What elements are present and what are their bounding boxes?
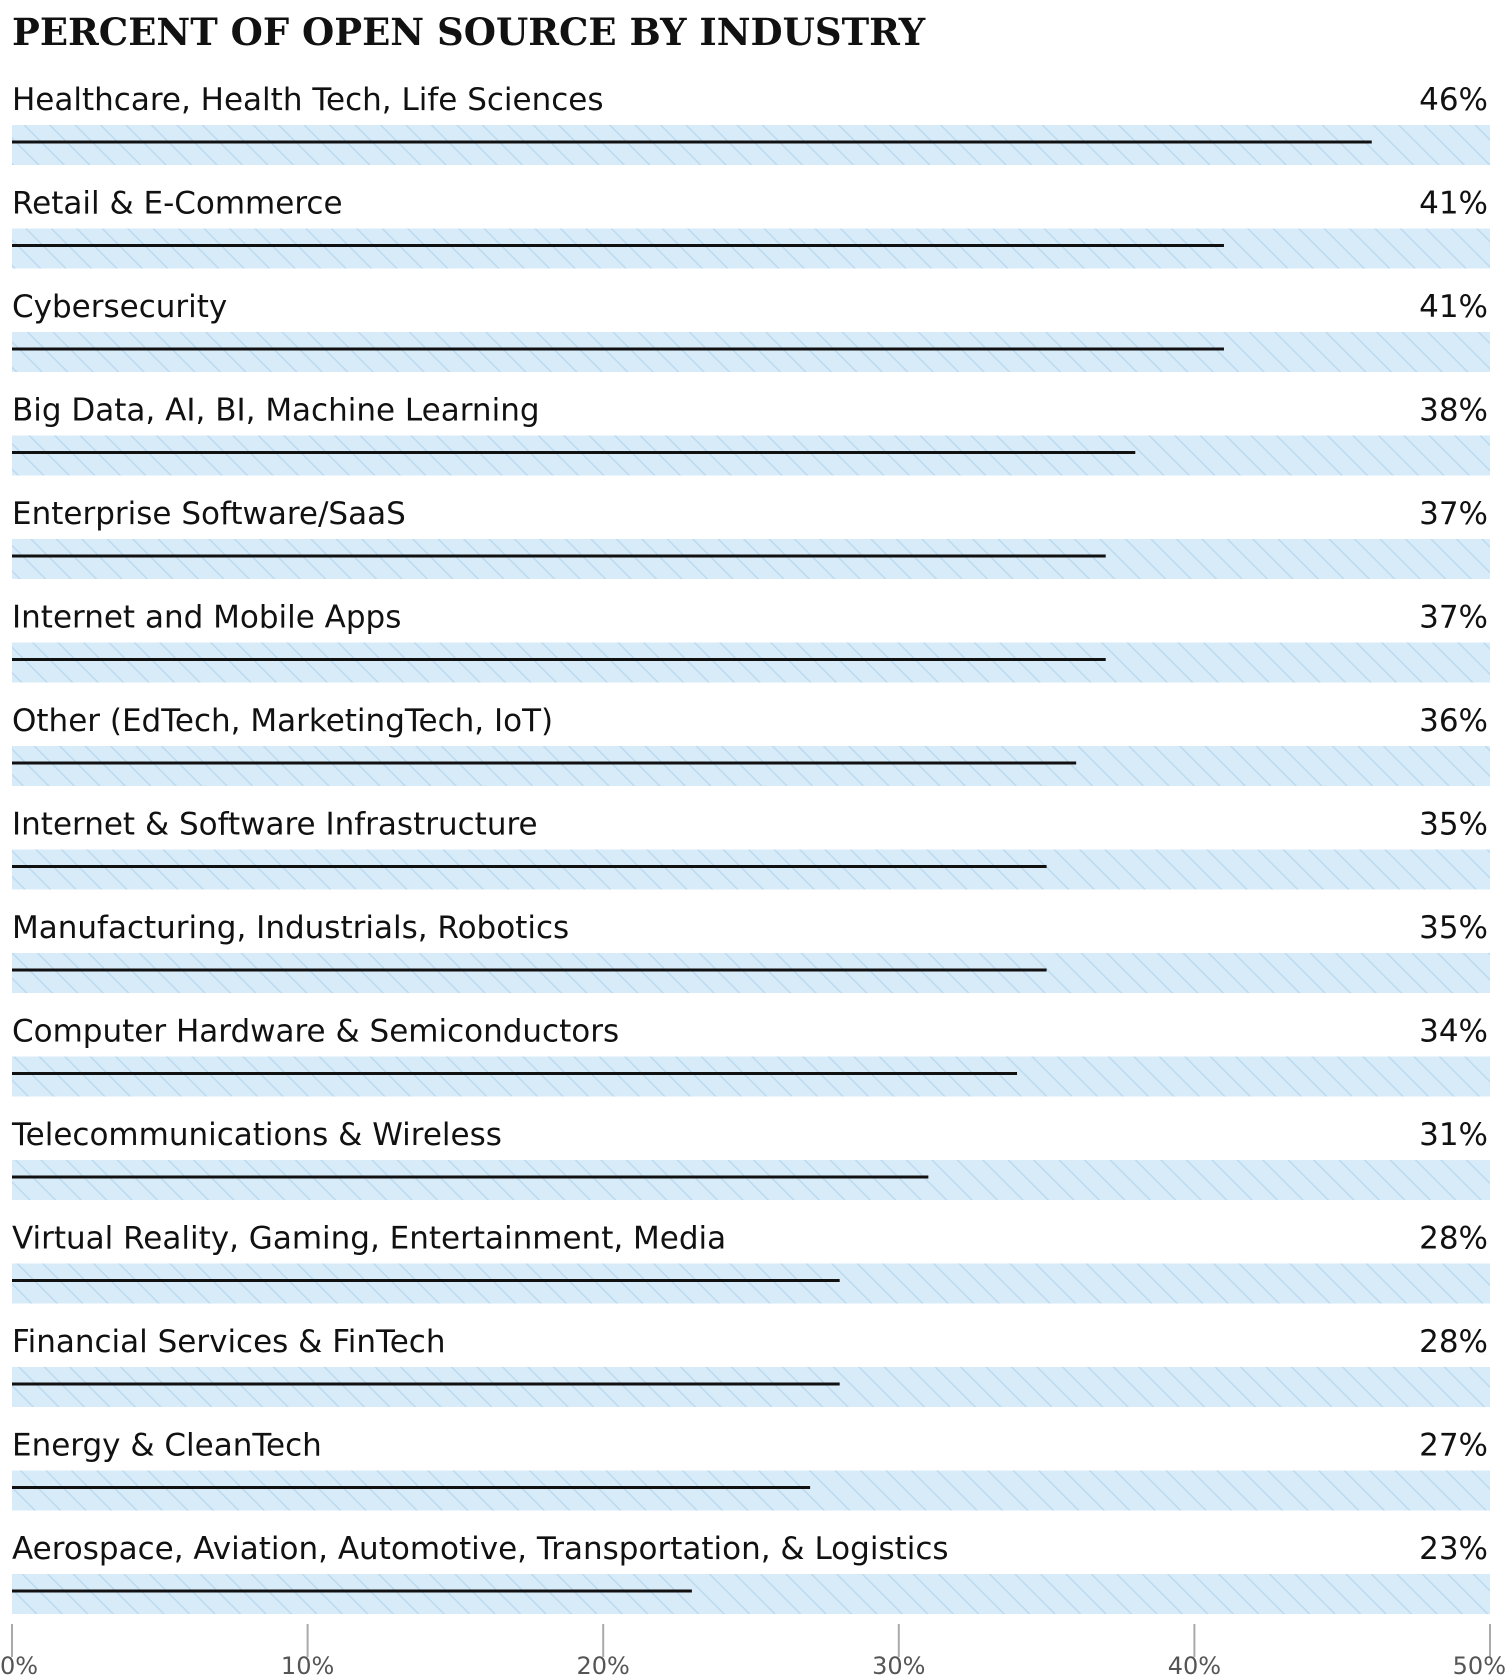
value-label: 31%	[1419, 1117, 1488, 1153]
bar-track	[12, 332, 1490, 372]
x-tick-label: 0%	[0, 1652, 38, 1680]
value-label: 34%	[1419, 1014, 1488, 1050]
category-label: Computer Hardware & Semiconductors	[12, 1014, 619, 1050]
bar-track	[12, 642, 1490, 683]
bar-row: Virtual Reality, Gaming, Entertainment, …	[12, 1221, 1490, 1304]
bar-row: Energy & CleanTech 27%	[12, 1428, 1490, 1511]
category-label: Retail & E-Commerce	[12, 186, 343, 222]
bar-track	[12, 1263, 1490, 1304]
category-label: Financial Services & FinTech	[12, 1324, 445, 1360]
value-label: 46%	[1419, 82, 1488, 118]
bar-row: Telecommunications & Wireless 31%	[11, 1117, 1490, 1200]
value-label: 37%	[1419, 600, 1488, 636]
value-label: 28%	[1419, 1221, 1488, 1257]
bar-track	[12, 746, 1490, 786]
category-label: Aerospace, Aviation, Automotive, Transpo…	[12, 1531, 949, 1567]
bar-row: Financial Services & FinTech 28%	[12, 1324, 1490, 1407]
category-label: Healthcare, Health Tech, Life Sciences	[12, 82, 604, 118]
bar-track	[12, 1160, 1490, 1200]
category-label: Big Data, AI, BI, Machine Learning	[12, 393, 540, 429]
value-label: 28%	[1419, 1324, 1488, 1360]
x-tick-label: 50%	[1453, 1652, 1506, 1680]
value-label: 35%	[1419, 910, 1488, 946]
bar-track	[12, 125, 1490, 165]
category-label: Internet & Software Infrastructure	[12, 807, 538, 843]
bar-track	[12, 953, 1490, 993]
value-label: 41%	[1419, 186, 1488, 222]
category-label: Other (EdTech, MarketingTech, IoT)	[12, 703, 553, 739]
value-label: 41%	[1419, 289, 1488, 325]
bar-row: Big Data, AI, BI, Machine Learning 38%	[12, 393, 1490, 476]
bar-row: Other (EdTech, MarketingTech, IoT) 36%	[12, 703, 1490, 786]
chart-title: PERCENT OF OPEN SOURCE BY INDUSTRY	[12, 10, 926, 54]
category-label: Cybersecurity	[12, 289, 227, 325]
category-label: Manufacturing, Industrials, Robotics	[12, 910, 569, 946]
x-tick-label: 30%	[872, 1652, 925, 1680]
bar-track	[12, 1470, 1490, 1511]
x-tick-label: 40%	[1168, 1652, 1221, 1680]
category-label: Internet and Mobile Apps	[12, 600, 401, 636]
value-label: 35%	[1419, 807, 1488, 843]
bar-row: Computer Hardware & Semiconductors 34%	[12, 1014, 1490, 1097]
bar-row: Aerospace, Aviation, Automotive, Transpo…	[12, 1531, 1490, 1614]
value-label: 27%	[1419, 1428, 1488, 1464]
value-label: 37%	[1419, 496, 1488, 532]
category-label: Telecommunications & Wireless	[11, 1117, 502, 1153]
x-tick-label: 10%	[281, 1652, 334, 1680]
bar-row: Manufacturing, Industrials, Robotics 35%	[12, 910, 1490, 993]
bar-track	[12, 228, 1490, 269]
category-label: Energy & CleanTech	[12, 1428, 322, 1464]
bar-row: Internet & Software Infrastructure 35%	[12, 807, 1490, 890]
value-label: 38%	[1419, 393, 1488, 429]
value-label: 36%	[1419, 703, 1488, 739]
bar-track	[12, 435, 1490, 476]
bar-track	[12, 1574, 1490, 1614]
bar-track	[12, 539, 1490, 579]
value-label: 23%	[1419, 1531, 1488, 1567]
bar-row: Retail & E-Commerce 41%	[12, 186, 1490, 269]
bar-row: Healthcare, Health Tech, Life Sciences 46…	[12, 82, 1490, 165]
bar-row: Internet and Mobile Apps 37%	[12, 600, 1490, 683]
category-label: Enterprise Software/SaaS	[12, 496, 406, 532]
category-label: Virtual Reality, Gaming, Entertainment, …	[12, 1221, 726, 1257]
bar-track	[12, 1367, 1490, 1407]
bar-row: Enterprise Software/SaaS 37%	[12, 496, 1490, 579]
bar-track	[12, 1056, 1490, 1097]
bar-row: Cybersecurity 41%	[12, 289, 1490, 372]
bar-track	[12, 849, 1490, 890]
x-tick-label: 20%	[577, 1652, 630, 1680]
